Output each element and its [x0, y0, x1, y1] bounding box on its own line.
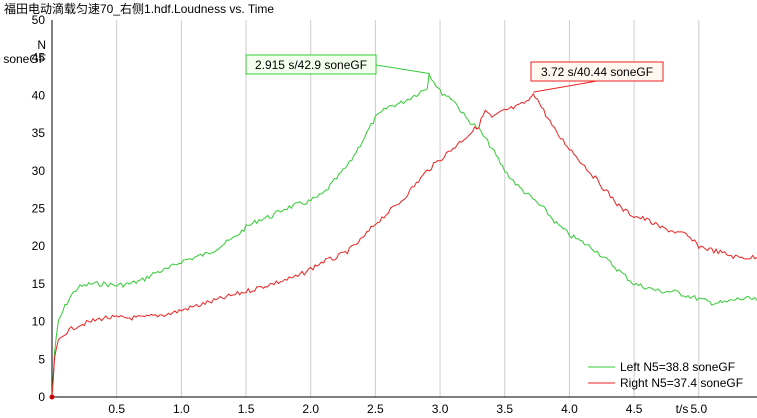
y-tick-label: 10	[32, 315, 46, 329]
y-tick-label: 40	[32, 88, 46, 102]
series-layer	[49, 73, 757, 400]
y-tick-label: 15	[32, 277, 46, 291]
y-tick-label: 0	[38, 390, 45, 404]
x-tick-label: 4.5	[626, 402, 643, 416]
axis-layer: 0.5 1.0 1.5 2.0 2.5 3.0 3.5 4.0 4.5 5.0 0 5 10 15 20 25…	[32, 13, 757, 416]
y-tick-label: 20	[32, 239, 46, 253]
legend-label: Left N5=38.8 soneGF	[620, 360, 735, 374]
legend: Left N5=38.8 soneGF Right N5=37.4 soneGF	[588, 360, 743, 390]
x-tick-label: 3.0	[432, 402, 449, 416]
legend-label: Right N5=37.4 soneGF	[620, 376, 743, 390]
y-tick-label: 5	[38, 352, 45, 366]
y-tick-label: 25	[32, 202, 46, 216]
annotation-layer: 2.915 s/42.9 soneGF 3.72 s/40.44 soneGF	[245, 54, 664, 93]
annotation-box	[245, 54, 377, 75]
x-tick-label: 2.0	[302, 402, 319, 416]
y-tick-label: 35	[32, 126, 46, 140]
y-axis-unit: soneGF	[3, 52, 46, 66]
grid-layer	[116, 20, 700, 397]
origin-marker	[49, 394, 55, 400]
y-tick-label: 45	[32, 51, 46, 65]
x-tick-label: 3.5	[496, 402, 513, 416]
series-line-left	[51, 73, 757, 398]
x-axis-label: t/s	[676, 402, 689, 416]
x-tick-label: 5.0	[690, 402, 707, 416]
x-tick-label: 4.0	[561, 402, 578, 416]
y-axis-label: N	[37, 38, 46, 52]
series-line-right	[51, 92, 757, 398]
x-tick-label: 1.5	[238, 402, 255, 416]
y-tick-label: 50	[32, 13, 46, 27]
annotation-label: 2.915 s/42.9 soneGF	[255, 58, 367, 72]
annotation-leader	[375, 64, 430, 74]
annotation-label: 3.72 s/40.44 soneGF	[541, 65, 653, 79]
annotation-leader	[533, 80, 598, 93]
x-tick-label: 0.5	[108, 402, 125, 416]
y-tick-label: 30	[32, 164, 46, 178]
chart-title: 福田电动滴载匀速70_右侧1.hdf.Loudness vs. Time	[4, 1, 274, 16]
x-tick-label: 2.5	[367, 402, 384, 416]
annotation-box	[530, 61, 664, 82]
x-tick-label: 1.0	[173, 402, 190, 416]
